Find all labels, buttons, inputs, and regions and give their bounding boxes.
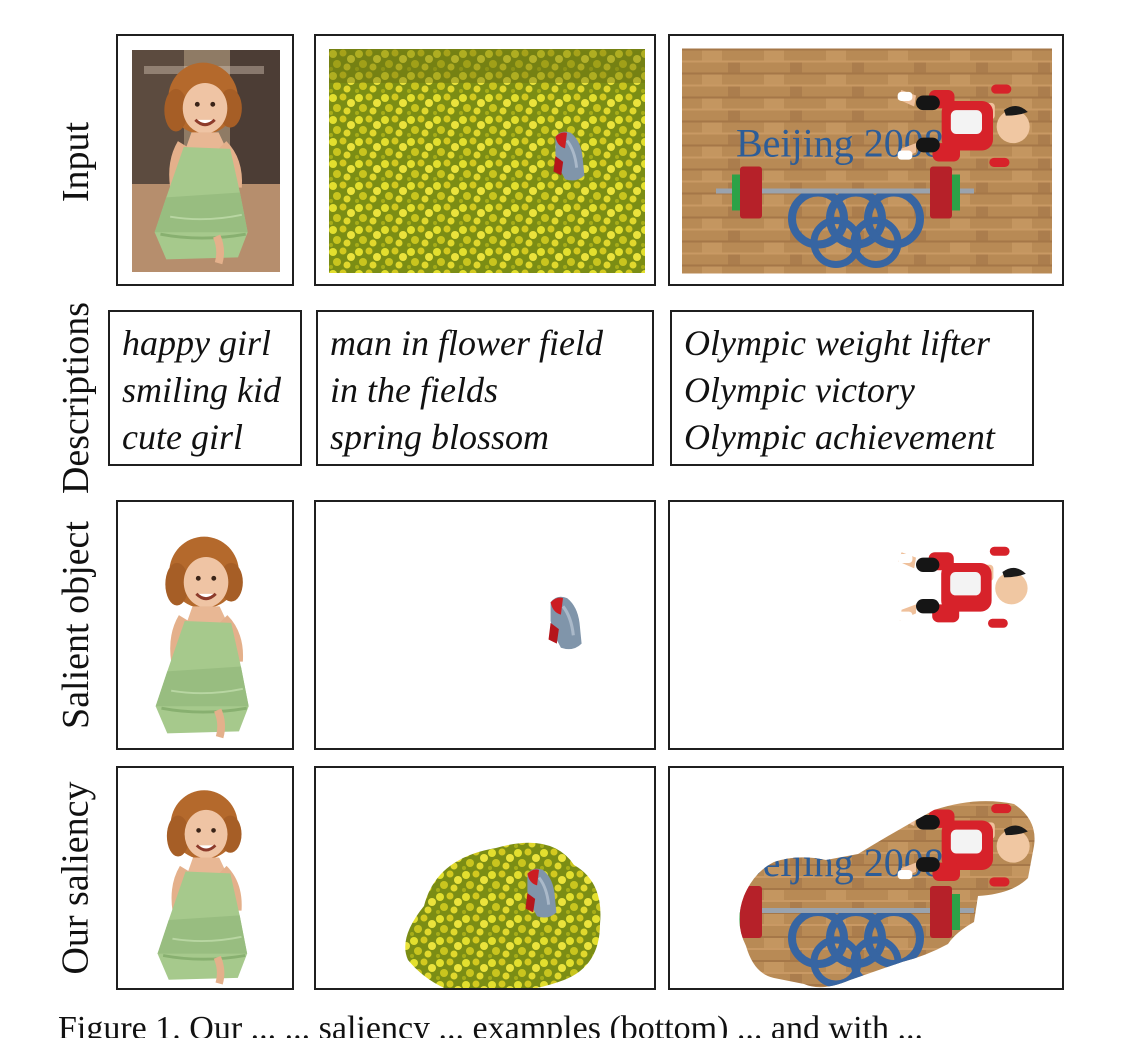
salient-olympic-panel bbox=[668, 500, 1064, 750]
input-olympic-photo bbox=[682, 48, 1052, 274]
input-girl-panel bbox=[116, 34, 294, 286]
input-girl-photo bbox=[132, 50, 280, 272]
row-label-input-text: Input bbox=[55, 121, 97, 203]
olympic-image bbox=[682, 48, 1052, 274]
desc-olympic-line-2: Olympic victory bbox=[684, 370, 915, 410]
salient-field-image bbox=[546, 595, 584, 651]
desc-field-line-1: man in flower field bbox=[330, 323, 603, 363]
desc-olympic-line-3: Olympic achievement bbox=[684, 417, 995, 457]
saliency-olympic-panel bbox=[668, 766, 1064, 990]
desc-olympic-panel: Olympic weight lifter Olympic victory Ol… bbox=[670, 310, 1034, 466]
desc-girl-line-3: cute girl bbox=[122, 417, 243, 457]
salient-olympic-image bbox=[898, 546, 1028, 628]
salient-girl-image bbox=[118, 502, 294, 750]
desc-field-line-2: in the fields bbox=[330, 370, 498, 410]
input-olympic-panel bbox=[668, 34, 1064, 286]
desc-field-panel: man in flower field in the fields spring… bbox=[316, 310, 654, 466]
salient-field-panel bbox=[314, 500, 656, 750]
row-label-descriptions-text: Descriptions bbox=[55, 301, 98, 495]
saliency-girl-panel bbox=[116, 766, 294, 990]
field-image bbox=[329, 49, 645, 273]
saliency-field-image bbox=[405, 842, 601, 988]
saliency-girl-image bbox=[118, 768, 294, 990]
input-field-photo bbox=[329, 49, 645, 273]
row-label-our-saliency-text: Our saliency bbox=[55, 781, 98, 975]
saliency-olympic-image bbox=[670, 768, 1064, 990]
saliency-field-panel bbox=[314, 766, 656, 990]
row-label-salient-object-text: Salient object bbox=[55, 521, 98, 729]
salient-girl-panel bbox=[116, 500, 294, 750]
desc-girl-line-2: smiling kid bbox=[122, 370, 281, 410]
figure-caption: Figure 1. Our ... ... saliency ... examp… bbox=[58, 1010, 923, 1038]
desc-girl-panel: happy girl smiling kid cute girl bbox=[108, 310, 302, 466]
desc-girl-line-1: happy girl bbox=[122, 323, 271, 363]
input-field-panel bbox=[314, 34, 656, 286]
desc-field-line-3: spring blossom bbox=[330, 417, 550, 457]
desc-olympic-line-1: Olympic weight lifter bbox=[684, 323, 990, 363]
girl-image bbox=[132, 50, 280, 272]
